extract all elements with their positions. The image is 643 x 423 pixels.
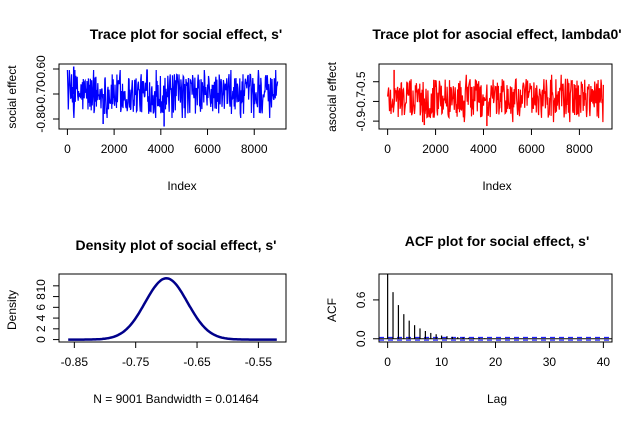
x-axis-label: N = 9001 Bandwidth = 0.01464 [93, 392, 259, 406]
y-tick-label: -0.80 [34, 105, 48, 133]
plot-frame [378, 273, 613, 343]
chart-title: Trace plot for social effect, s' [90, 26, 282, 42]
x-tick-label: 8000 [241, 142, 268, 156]
data-series [387, 69, 604, 127]
x-axis-label: Index [482, 179, 511, 193]
y-tick-label: 0 [34, 336, 48, 343]
x-tick-label: 6000 [518, 142, 545, 156]
y-tick-label: -0.9 [354, 110, 368, 131]
data-series [379, 274, 612, 341]
y-tick-label: 10 [34, 279, 48, 293]
chart-title: Trace plot for asocial effect, lambda0' [372, 26, 621, 42]
x-axis: 0 10 20 30 40 [384, 341, 611, 369]
x-axis: -0.85 -0.75 -0.65 -0.55 [61, 341, 273, 369]
x-tick-label: 6000 [194, 142, 221, 156]
x-axis: 0 2000 4000 6000 8000 [64, 128, 268, 156]
y-axis-label: social effect [5, 65, 19, 129]
y-axis: 0.0 0.6 [354, 291, 380, 347]
y-tick-label: -0.7 [354, 91, 368, 112]
data-series [68, 277, 277, 341]
acf-plot-social: ACF plot for social effect, s' Lag ACF 0… [325, 233, 613, 406]
x-tick-label: -0.75 [122, 355, 150, 369]
y-tick-label: 0.6 [354, 291, 368, 308]
x-tick-label: -0.65 [183, 355, 211, 369]
y-axis-label: asocial effect [325, 61, 339, 131]
x-axis-label: Lag [487, 392, 507, 406]
y-tick-label: 0.0 [354, 330, 368, 347]
x-tick-label: 0 [384, 142, 391, 156]
y-tick-label: -0.60 [34, 55, 48, 83]
trace-plot-social: Trace plot for social effect, s' Index s… [5, 26, 287, 193]
y-axis-label: ACF [325, 298, 339, 322]
y-tick-label: 8 [34, 293, 48, 300]
y-axis: 0 2 4 6 810 [34, 279, 60, 343]
plot-frame [58, 273, 287, 343]
y-tick-label: 6 [34, 304, 48, 311]
y-axis: -0.80-0.70-0.60 [34, 55, 60, 133]
x-tick-label: 30 [543, 355, 557, 369]
density-plot-social: Density plot of social effect, s' N = 90… [5, 237, 287, 406]
x-tick-label: 2000 [101, 142, 128, 156]
x-tick-label: 0 [64, 142, 71, 156]
x-axis: 0 2000 4000 6000 8000 [384, 128, 593, 156]
y-tick-label: 2 [34, 325, 48, 332]
y-tick-label: -0.5 [354, 71, 368, 92]
y-tick-label: -0.70 [34, 80, 48, 108]
chart-title: ACF plot for social effect, s' [405, 233, 590, 249]
y-axis-label: Density [5, 290, 19, 330]
trace-line [387, 74, 604, 123]
y-axis: -0.9-0.7-0.5 [354, 71, 380, 131]
y-tick-label: 4 [34, 314, 48, 321]
x-tick-label: 4000 [470, 142, 497, 156]
x-tick-label: 8000 [566, 142, 593, 156]
x-tick-label: 10 [435, 355, 449, 369]
x-tick-label: 2000 [422, 142, 449, 156]
x-tick-label: 4000 [147, 142, 174, 156]
density-curve [68, 277, 277, 341]
trace-line [66, 69, 279, 119]
x-tick-label: 20 [489, 355, 503, 369]
x-tick-label: 0 [384, 355, 391, 369]
x-tick-label: -0.55 [245, 355, 273, 369]
x-axis-label: Index [167, 179, 196, 193]
chart-title: Density plot of social effect, s' [76, 237, 277, 253]
x-tick-label: 40 [597, 355, 611, 369]
x-tick-label: -0.85 [61, 355, 89, 369]
trace-plot-asocial: Trace plot for asocial effect, lambda0' … [325, 26, 622, 193]
data-series [66, 66, 279, 127]
